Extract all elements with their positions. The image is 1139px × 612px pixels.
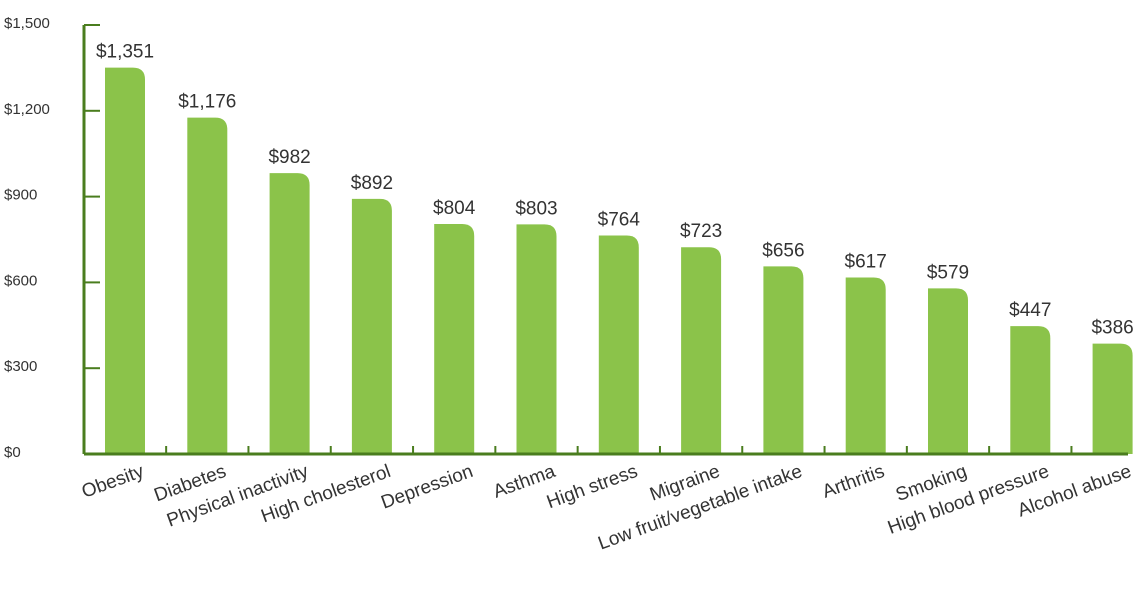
bar-value-label: $1,351 xyxy=(96,42,154,63)
x-category-label: Arthritis xyxy=(820,461,888,503)
bar-value-label: $579 xyxy=(927,262,969,283)
x-category-label: Depression xyxy=(378,461,475,514)
bar-value-label: $892 xyxy=(351,173,393,194)
bar-value-label: $447 xyxy=(1009,300,1051,321)
bar-value-label: $982 xyxy=(268,147,310,168)
y-tick-label: $300 xyxy=(4,358,37,375)
bar-value-label: $617 xyxy=(845,252,887,273)
bar-value-label: $1,176 xyxy=(178,92,236,113)
bar xyxy=(1010,326,1051,454)
value-labels: $1,351 $1,176 $982 $892 $804 $803 $764 $723 $656… xyxy=(96,42,1134,339)
y-tick-label: $600 xyxy=(4,272,37,289)
y-tick-label: $1,500 xyxy=(4,15,50,32)
bar xyxy=(269,173,310,454)
bar-value-label: $656 xyxy=(762,240,804,261)
bar-value-label: $386 xyxy=(1091,318,1133,339)
bar-value-label: $804 xyxy=(433,198,476,219)
bar-value-label: $803 xyxy=(515,198,557,219)
bar xyxy=(434,224,475,454)
bar xyxy=(845,277,886,454)
bar-value-label: $723 xyxy=(680,221,722,242)
bar xyxy=(763,266,804,454)
x-category-label: High stress xyxy=(544,461,640,513)
x-category-label: Obesity xyxy=(79,461,147,503)
bar-value-label: $764 xyxy=(598,209,641,230)
y-tick-label: $900 xyxy=(4,187,37,204)
y-tick-label: $1,200 xyxy=(4,101,50,118)
bar xyxy=(1092,343,1133,454)
bar xyxy=(351,198,392,454)
bars xyxy=(105,67,1133,454)
bar xyxy=(187,117,228,454)
bar xyxy=(681,247,722,454)
y-tick-label: $0 xyxy=(4,444,21,461)
bar xyxy=(598,235,639,454)
y-axis: $0 $300 $600 $900 $1,200 $1,500 xyxy=(4,15,100,461)
bar xyxy=(928,288,968,454)
bar xyxy=(516,224,557,454)
bar xyxy=(105,67,145,454)
